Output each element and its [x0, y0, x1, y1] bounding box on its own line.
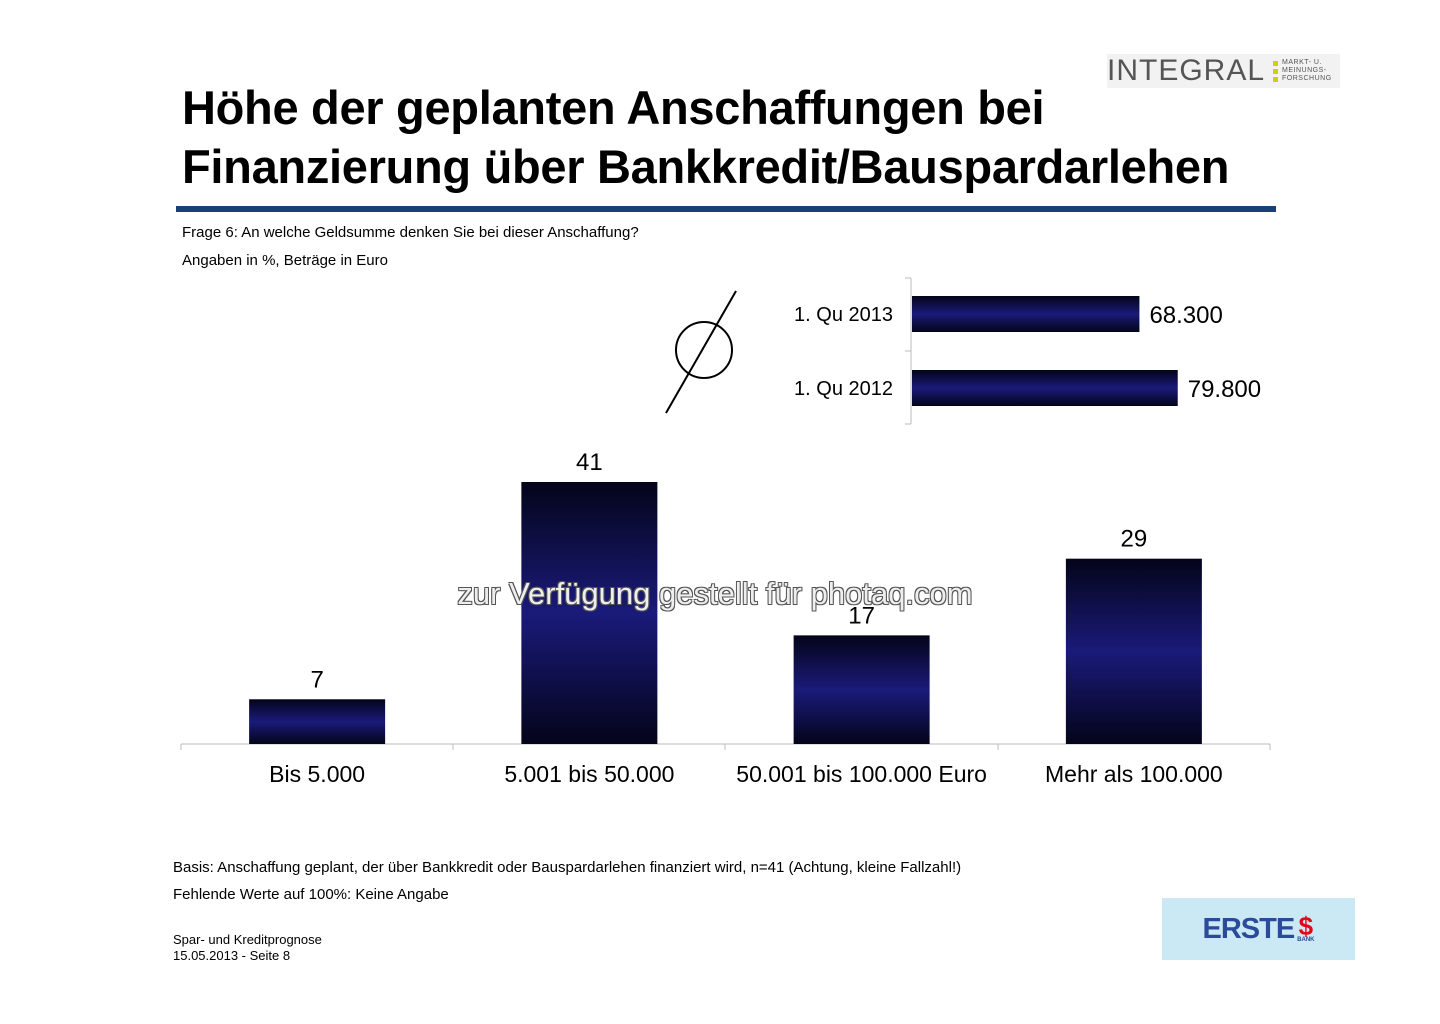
vbar-axis [180, 743, 1271, 750]
vbar-value-label-1: 41 [576, 449, 603, 476]
integral-logo-tagline: MARKT- U. MEINUNGS- FORSCHUNG [1282, 59, 1340, 83]
integral-logo-word: INTEGRAL [1107, 54, 1266, 87]
title-line-2: Finanzierung über Bankkredit/Bauspardarl… [182, 140, 1230, 193]
title-line-1: Höhe der geplanten Anschaffungen bei [182, 81, 1045, 134]
hbar-category-label-1: 1. Qu 2012 [794, 378, 893, 400]
vbar-series: 7 Bis 5.000 41 5.001 bis 50.000 17 50.001 bis… [249, 449, 1223, 787]
units-text: Angaben in %, Beträge in Euro [182, 252, 388, 269]
vbar-category-label-1: 5.001 bis 50.000 [504, 761, 674, 787]
hbar-series: 1. Qu 2013 68.300 1. Qu 2012 79.800 [794, 296, 1261, 406]
integral-logo-bars-icon [1273, 60, 1279, 82]
erste-logo-sub: BANK [1297, 937, 1315, 943]
footer-missing: Fehlende Werte auf 100%: Keine Angabe [173, 886, 449, 903]
vbar-category-label-2: 50.001 bis 100.000 Euro [736, 761, 987, 787]
hbar-category-label-0: 1. Qu 2013 [794, 304, 893, 326]
hbar-value-label-1: 79.800 [1188, 376, 1261, 403]
erste-logo-word: ERSTE [1202, 912, 1295, 945]
question-text: Frage 6: An welche Geldsumme denken Sie … [182, 224, 639, 241]
vbar-3 [1065, 558, 1202, 744]
vbar-value-label-0: 7 [310, 666, 323, 693]
page-title: Höhe der geplanten Anschaffungen bei Fin… [182, 78, 1312, 196]
title-rule [176, 206, 1276, 212]
vbar-value-label-2: 17 [848, 602, 875, 629]
integral-logo: INTEGRAL MARKT- U. MEINUNGS- FORSCHUNG [1107, 54, 1340, 88]
vbar-0 [249, 699, 386, 744]
footer-page: 15.05.2013 - Seite 8 [173, 948, 291, 963]
vbar-value-label-3: 29 [1121, 526, 1148, 553]
hbar-0 [912, 296, 1140, 332]
erste-s-symbol-icon: $ [1298, 911, 1314, 941]
integral-tag-2: MEINUNGS- [1282, 67, 1327, 74]
integral-tag-1: MARKT- U. [1282, 59, 1322, 66]
integral-tag-3: FORSCHUNG [1282, 75, 1332, 82]
hbar-1 [912, 370, 1178, 406]
vbar-1 [521, 482, 658, 744]
vbar-category-label-3: Mehr als 100.000 [1045, 761, 1223, 787]
footer-basis: Basis: Anschaffung geplant, der über Ban… [173, 859, 962, 876]
erste-s-logo-icon: $ BANK [1297, 911, 1315, 943]
footer-study: Spar- und Kreditprognose [173, 932, 322, 947]
hbar-axis [905, 277, 912, 425]
hbar-value-label-0: 68.300 [1149, 302, 1222, 329]
average-symbol-icon [665, 290, 737, 414]
vbar-2 [793, 635, 930, 744]
erste-bank-logo: ERSTE $ BANK [1162, 898, 1355, 960]
vbar-category-label-0: Bis 5.000 [269, 761, 365, 787]
